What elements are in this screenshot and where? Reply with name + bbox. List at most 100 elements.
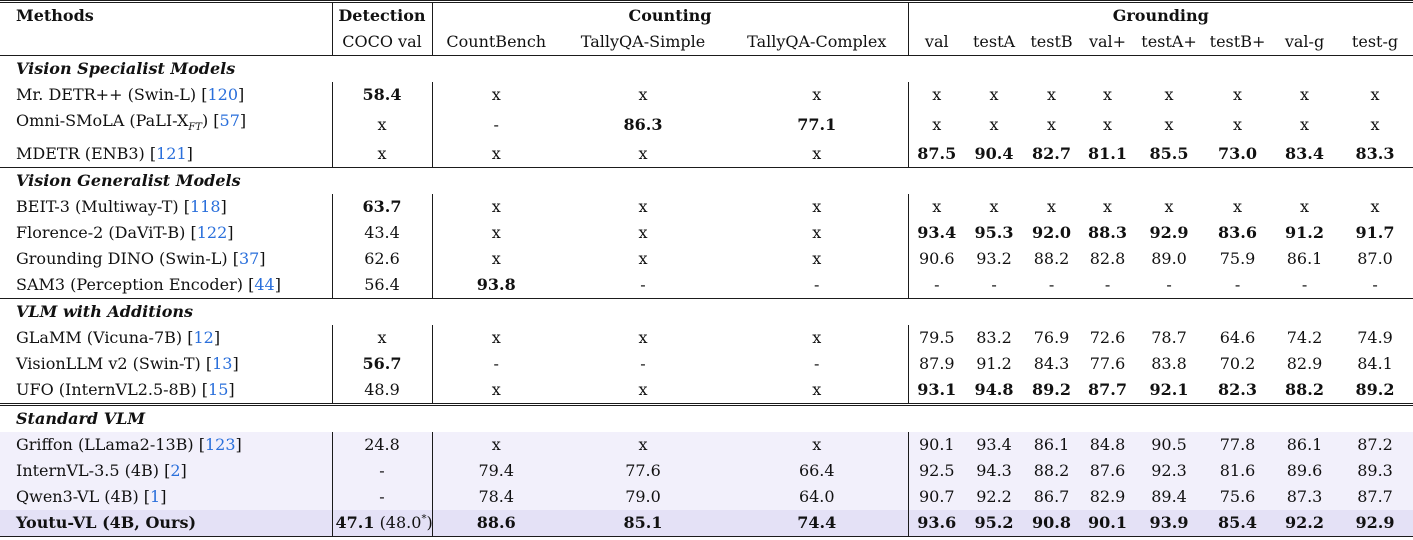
value-cell: -	[934, 275, 940, 295]
value-cell: -	[1104, 275, 1111, 295]
value-cell: x	[726, 194, 909, 221]
value-cell: x	[638, 85, 648, 104]
method-cell: GLaMM (Vicuna-7B) [12]	[0, 325, 333, 352]
section-title: Standard VLM	[0, 403, 1413, 433]
citation-link[interactable]: 1	[150, 487, 161, 507]
section-title: Vision Specialist Models	[16, 59, 236, 78]
table-row: BEIT-3 (Multiway-T) [118] 63.7 x x x x x x x x x x x	[0, 194, 1413, 221]
value-cell: -	[493, 114, 499, 134]
value-cell: 81.6	[1219, 461, 1256, 481]
value-cell: x	[491, 197, 501, 217]
value-cell: 82.9	[1286, 354, 1323, 374]
citation-link[interactable]: 13	[212, 354, 233, 374]
value-cell: 93.2	[976, 249, 1012, 269]
value-cell: 88.2	[1033, 461, 1070, 481]
value-cell: 74.4	[726, 510, 909, 538]
method-name: Griffon (LLama2-13B)	[16, 435, 194, 455]
value-cell: 92.5	[918, 461, 955, 481]
method-cell: BEIT-3 (Multiway-T) [118]	[0, 194, 333, 221]
citation-link[interactable]: 118	[189, 197, 221, 217]
citation-link[interactable]: 12	[193, 328, 214, 348]
value-cell: 77.6	[625, 461, 661, 481]
value-cell: 82.7	[1032, 144, 1071, 164]
value-cell: -	[726, 272, 909, 299]
value-cell: x	[726, 220, 909, 247]
value-cell: 81.1	[1088, 144, 1127, 164]
value-cell: x	[1164, 85, 1174, 104]
value-cell: 91.2	[976, 354, 1012, 374]
value-cell: x	[491, 328, 501, 348]
table-row: Griffon (LLama2-13B) [123] 24.8 x x x 90.1 93.…	[0, 432, 1413, 459]
value-cell: 58.4	[332, 82, 433, 108]
value-cell: 77.6	[1089, 354, 1126, 374]
table-row: Qwen3-VL (4B) [1] - 78.4 79.0 64.0 90.7 92.2 86…	[0, 484, 1413, 511]
method-name: Youtu-VL (4B, Ours)	[16, 513, 197, 533]
column-header-testb: testB	[1023, 29, 1081, 56]
value-cell: 78.7	[1151, 328, 1187, 348]
column-header-methods: Methods	[0, 0, 333, 56]
value-cell: 63.7	[332, 194, 433, 221]
value-cell: 90.4	[974, 144, 1014, 164]
column-header-testa: testA	[965, 29, 1024, 56]
value-cell: x	[932, 197, 942, 217]
column-header-testb-plus: testB+	[1203, 29, 1273, 56]
value-cell: 83.4	[1285, 144, 1324, 164]
value-cell: 62.6	[332, 246, 433, 273]
method-name: UFO (InternVL2.5-8B)	[16, 380, 197, 400]
section-header-row: Vision Generalist Models	[0, 167, 1413, 195]
citation-link[interactable]: 123	[204, 435, 236, 455]
value-cell: x	[638, 197, 648, 217]
method-name: VisionLLM v2 (Swin-T)	[16, 354, 201, 374]
value-cell: 94.8	[974, 380, 1014, 400]
group-header-grounding: Grounding	[908, 0, 1413, 29]
citation-link[interactable]: 121	[156, 144, 187, 164]
citation-link[interactable]: 122	[196, 223, 228, 243]
value-cell: 74.2	[1286, 328, 1323, 348]
value-cell: -	[332, 458, 433, 485]
value-cell: 91.7	[1355, 223, 1395, 243]
value-cell: x	[491, 223, 501, 243]
method-cell: Griffon (LLama2-13B) [123]	[0, 432, 333, 459]
group-header-detection: Detection	[332, 0, 433, 29]
value-cell: x	[638, 380, 648, 400]
value-cell: 72.6	[1089, 328, 1126, 348]
value-cell: x	[726, 82, 909, 108]
value-cell: x	[1047, 114, 1057, 134]
citation-link[interactable]: 2	[170, 461, 181, 481]
method-cell: InternVL-3.5 (4B) [2]	[0, 458, 333, 485]
table-row: SAM3 (Perception Encoder) [44] 56.4 93.8 - -…	[0, 272, 1413, 299]
value-cell: 79.0	[625, 487, 661, 507]
citation-link[interactable]: 37	[238, 249, 260, 269]
value-cell: 74.9	[1357, 328, 1393, 348]
column-header-countbench: CountBench	[432, 29, 560, 56]
value-cell: 87.0	[1357, 249, 1393, 269]
value-cell: x	[726, 432, 909, 459]
value-cell: 48.9	[332, 377, 433, 405]
value-cell: 93.8	[476, 275, 516, 295]
column-header-val: val	[908, 29, 966, 56]
value-cell: 90.8	[1023, 510, 1081, 538]
value-cell: 87.6	[1089, 461, 1126, 481]
value-cell: -	[726, 351, 909, 378]
citation-link[interactable]: 120	[207, 85, 239, 104]
citation-link[interactable]: 57	[219, 111, 240, 130]
value-cell: 85.4	[1203, 510, 1273, 538]
value-cell: 86.3	[623, 114, 663, 134]
value-cell: 86.1	[1286, 435, 1323, 455]
value-cell: 86.1	[1033, 435, 1070, 455]
column-header-tallyqa-complex: TallyQA-Complex	[726, 29, 909, 56]
citation-link[interactable]: 15	[208, 380, 229, 400]
value-cell: x	[638, 249, 648, 269]
method-name: InternVL-3.5 (4B)	[16, 461, 160, 481]
value-cell: x	[1047, 85, 1057, 104]
value-cell: 88.2	[1285, 380, 1324, 400]
citation-link[interactable]: 44	[254, 275, 275, 295]
value-cell: 92.3	[1151, 461, 1187, 481]
value-cell: x	[491, 85, 501, 104]
value-cell: 66.4	[726, 458, 909, 485]
table-row: UFO (InternVL2.5-8B) [15] 48.9 x x x 93.1 94.8…	[0, 377, 1413, 405]
value-cell: 83.8	[1151, 354, 1187, 374]
section-header-row: Vision Specialist Models	[0, 56, 1413, 83]
value-cell: x	[1233, 114, 1243, 134]
value-cell: x	[1103, 197, 1113, 217]
